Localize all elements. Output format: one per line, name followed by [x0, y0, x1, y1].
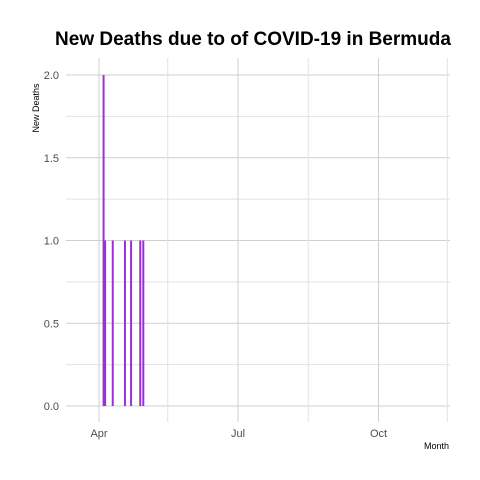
y-tick-label: 2.0: [44, 70, 59, 82]
y-tick-label: 1.5: [44, 153, 59, 165]
bar: [104, 240, 107, 406]
bar: [130, 240, 133, 406]
bar: [142, 240, 145, 406]
bar: [111, 240, 114, 406]
bar: [102, 75, 105, 406]
y-axis-title: New Deaths: [31, 83, 41, 133]
x-axis-title: Month: [424, 441, 449, 451]
bar: [123, 240, 126, 406]
x-axis-ticks: Apr Jul Oct: [90, 428, 387, 440]
bars: [102, 75, 145, 406]
grid: [66, 58, 450, 422]
y-tick-label: 1.0: [44, 236, 59, 248]
bar: [139, 240, 142, 406]
x-tick-label: Apr: [90, 428, 107, 440]
y-tick-label: 0.5: [44, 318, 59, 330]
chart-title: New Deaths due to of COVID-19 in Bermuda: [55, 29, 451, 50]
y-tick-label: 0.0: [44, 401, 59, 413]
x-tick-label: Oct: [370, 428, 387, 440]
x-tick-label: Jul: [231, 428, 245, 440]
y-axis-ticks: 0.0 0.5 1.0 1.5 2.0: [44, 70, 59, 413]
